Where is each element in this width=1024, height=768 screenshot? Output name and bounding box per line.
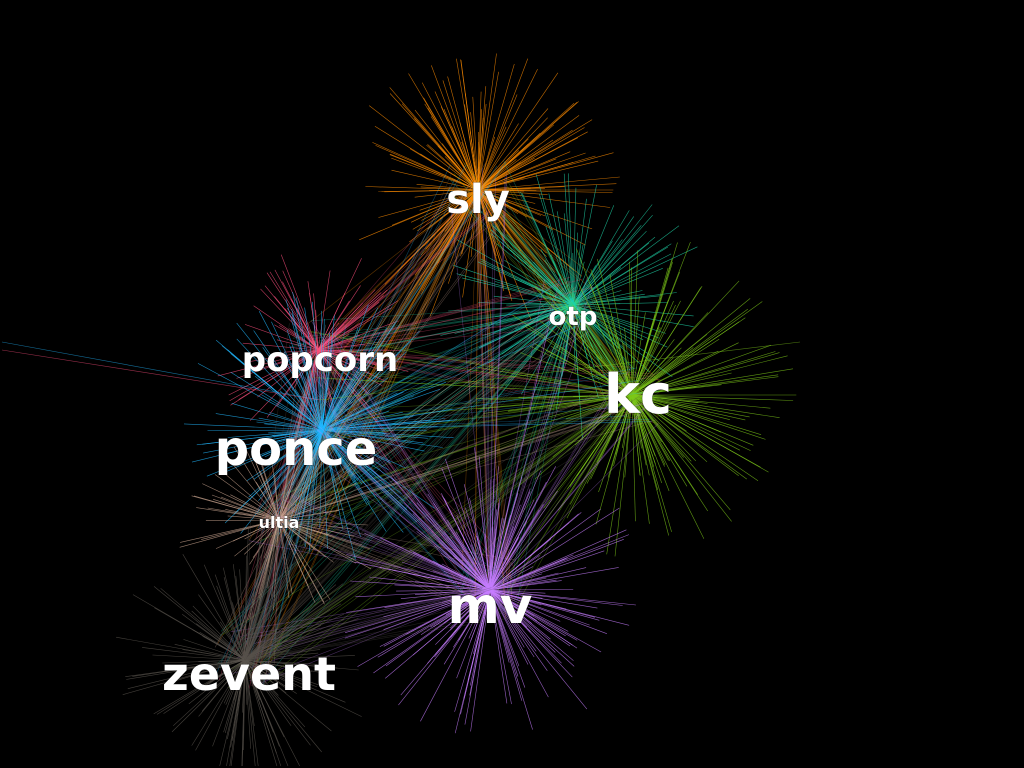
edge-fan-mv	[230, 168, 659, 734]
hub-label-ponce[interactable]: ponce	[214, 421, 378, 478]
hub-label-kc[interactable]: kc	[604, 363, 673, 427]
hub-label-zevent[interactable]: zevent	[162, 647, 337, 702]
edge-fan-otp	[216, 160, 698, 682]
edge-stray	[1, 341, 801, 401]
hub-labels: sly otp popcorn kc ponce ultia mv zevent	[162, 177, 673, 702]
graph-edges	[1, 53, 801, 767]
hub-label-ultia[interactable]: ultia	[258, 513, 300, 533]
hub-label-mv[interactable]: mv	[447, 577, 533, 636]
hub-label-sly[interactable]: sly	[446, 177, 511, 224]
edge-fan-ultia	[179, 163, 662, 680]
hub-label-otp[interactable]: otp	[548, 302, 598, 333]
hub-label-popcorn[interactable]: popcorn	[241, 340, 399, 381]
edge-fan-zevent	[116, 168, 660, 767]
